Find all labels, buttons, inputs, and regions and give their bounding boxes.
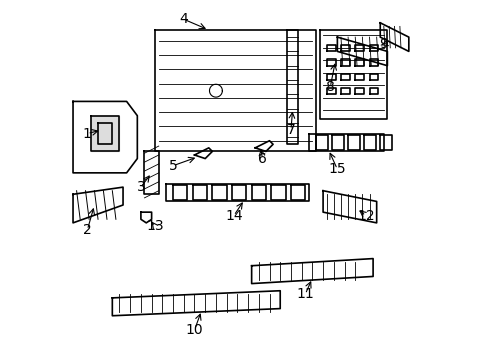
Polygon shape (308, 134, 383, 152)
Text: 7: 7 (286, 123, 295, 137)
Polygon shape (337, 37, 386, 66)
Text: 6: 6 (257, 152, 266, 166)
Polygon shape (73, 187, 123, 223)
Text: 10: 10 (185, 323, 203, 337)
Polygon shape (323, 191, 376, 223)
Text: 13: 13 (146, 220, 163, 233)
Text: 14: 14 (224, 209, 242, 223)
Polygon shape (319, 30, 386, 119)
Polygon shape (112, 291, 280, 316)
Text: 1: 1 (82, 127, 92, 140)
Text: 11: 11 (296, 287, 313, 301)
Polygon shape (380, 23, 408, 51)
Polygon shape (287, 30, 298, 144)
Polygon shape (255, 141, 272, 152)
Polygon shape (144, 152, 159, 194)
Text: 2: 2 (83, 223, 92, 237)
Polygon shape (141, 212, 151, 223)
Text: 5: 5 (168, 159, 177, 173)
Text: 9: 9 (379, 37, 387, 51)
Polygon shape (91, 116, 119, 152)
Text: 15: 15 (328, 162, 346, 176)
Polygon shape (194, 148, 212, 158)
Polygon shape (73, 102, 137, 173)
Polygon shape (165, 184, 308, 202)
Text: 8: 8 (325, 80, 334, 94)
Polygon shape (251, 258, 372, 284)
Polygon shape (155, 30, 315, 152)
Text: 3: 3 (136, 180, 145, 194)
Text: 4: 4 (179, 12, 188, 26)
Text: 12: 12 (356, 209, 374, 223)
